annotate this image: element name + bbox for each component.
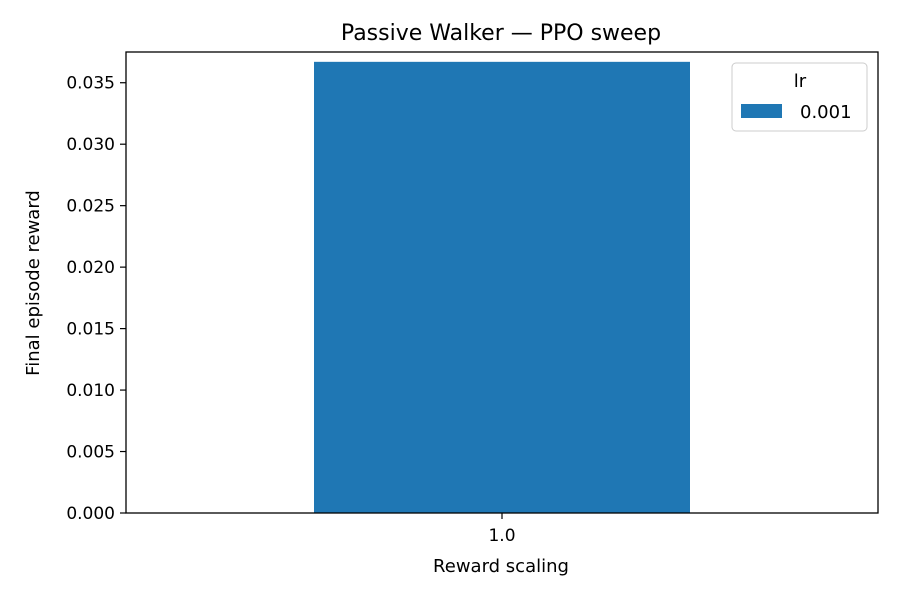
legend-swatch-lr-0.001 (741, 104, 782, 118)
bars-group (314, 61, 690, 514)
chart-title: Passive Walker — PPO sweep (341, 21, 661, 46)
y-axis-label: Final episode reward (23, 190, 44, 376)
plot-area: 0.000 0.005 0.010 0.015 0.020 0.025 0.030 0.035… (66, 51, 879, 546)
legend: lr 0.001 (731, 62, 868, 132)
y-tick-label: 0.030 (66, 135, 115, 155)
y-axis-ticks: 0.000 0.005 0.010 0.015 0.020 0.025 0.030 0.035 (66, 74, 126, 524)
bar-1.0-lr-0.001 (314, 61, 690, 514)
x-tick-label: 1.0 (488, 526, 515, 546)
legend-title: lr (794, 71, 807, 92)
y-tick-label: 0.005 (66, 443, 115, 463)
y-tick-label: 0.020 (66, 258, 115, 278)
legend-label-lr-0.001: 0.001 (800, 102, 852, 123)
y-tick-label: 0.015 (66, 320, 115, 340)
y-tick-label: 0.000 (66, 504, 115, 524)
x-axis-ticks: 1.0 (488, 513, 516, 546)
y-tick-label: 0.010 (66, 381, 115, 401)
x-axis-label: Reward scaling (433, 556, 569, 577)
y-tick-label: 0.025 (66, 197, 115, 217)
y-tick-label: 0.035 (66, 74, 115, 94)
